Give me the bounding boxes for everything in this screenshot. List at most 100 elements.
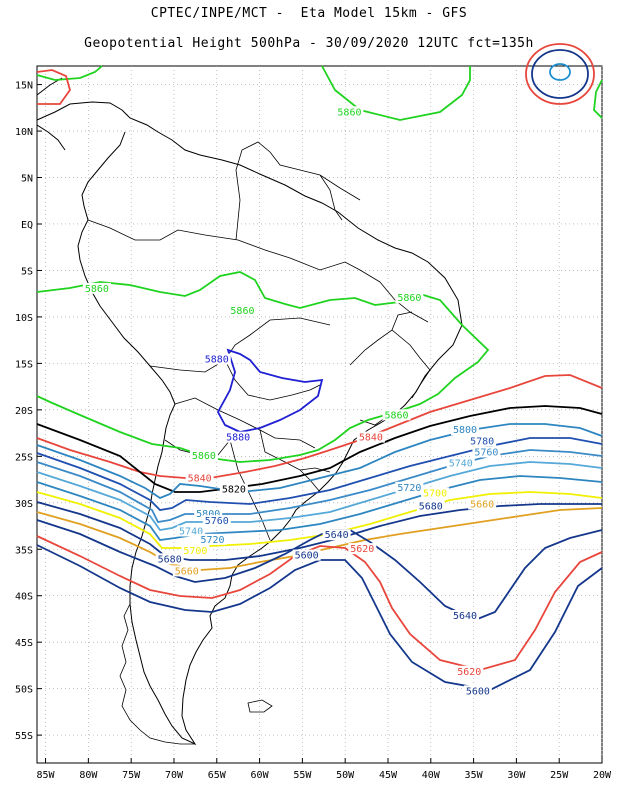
graticule xyxy=(37,66,603,763)
map-title-line1: CPTEC/INPE/MCT - Eta Model 15km - GFS xyxy=(150,6,468,21)
lat-label: 55S xyxy=(15,731,33,742)
lon-label: 60W xyxy=(251,770,270,781)
contour-label: 5620 xyxy=(350,544,374,555)
map-title-line2: Geopotential Height 500hPa - 30/09/2020 … xyxy=(84,36,534,51)
contour-label: 5640 xyxy=(325,530,349,541)
contour-5560-cyclone-outer xyxy=(531,49,589,99)
contour-label-bg xyxy=(322,529,351,541)
contour-label-bg xyxy=(194,507,223,519)
contour-label-bg xyxy=(155,553,184,565)
lat-label: 35S xyxy=(15,545,33,556)
lat-label: 10S xyxy=(15,313,33,324)
contour-label-bg xyxy=(421,487,450,499)
contour-label: 5600 xyxy=(466,686,490,697)
contour-label-bg xyxy=(356,431,385,443)
lat-label: 10N xyxy=(15,127,33,138)
map-frame xyxy=(36,65,603,764)
contour-label: 5860 xyxy=(230,306,254,317)
contour-label-bg xyxy=(348,543,377,555)
lon-label: 45W xyxy=(379,770,398,781)
contour-label-bg xyxy=(202,353,231,365)
contour-label: 5680 xyxy=(158,554,182,565)
contour-label: 5880 xyxy=(226,433,250,444)
contour-5780 xyxy=(36,437,603,511)
contour-label: 5760 xyxy=(474,447,498,458)
lon-label: 80W xyxy=(79,770,98,781)
lat-label: 5S xyxy=(21,266,33,277)
lon-label: 30W xyxy=(507,770,526,781)
contour-label-bg xyxy=(292,549,321,561)
contour-label: 5780 xyxy=(470,436,494,447)
contour-label-bg xyxy=(202,515,231,527)
lat-label: 15S xyxy=(15,359,33,370)
contour-label-bg xyxy=(185,472,214,484)
lat-label: 15N xyxy=(15,81,33,92)
contour-5740 xyxy=(36,461,603,531)
contour-label-bg xyxy=(82,282,111,294)
contour-label-bg xyxy=(224,431,253,443)
contour-label-bg xyxy=(181,544,210,556)
contour-label: 5720 xyxy=(200,535,224,546)
contour-label-bg xyxy=(451,424,480,436)
height-contours xyxy=(36,43,603,691)
contour-label-bg xyxy=(455,665,484,677)
contour-labels: 5860 5860 5860 5860 5860 5860 5880 5880 5840 5840… xyxy=(82,106,501,697)
contour-label: 5660 xyxy=(175,566,199,577)
contour-5860-north xyxy=(321,65,471,121)
contour-label-bg xyxy=(177,525,206,537)
lon-label: 85W xyxy=(37,770,56,781)
lon-label: 40W xyxy=(422,770,441,781)
axis-ticks xyxy=(37,84,603,763)
contour-5700 xyxy=(36,491,603,549)
contour-5880 xyxy=(216,348,324,433)
lon-label: 70W xyxy=(165,770,184,781)
contour-label-bg xyxy=(228,305,257,317)
lat-label: 40S xyxy=(15,592,33,603)
south-america-coastline xyxy=(36,101,463,746)
lon-label: 25W xyxy=(550,770,569,781)
contour-5860-northwest xyxy=(36,65,103,81)
contour-label: 5740 xyxy=(179,526,203,537)
contour-label-bg xyxy=(335,106,364,118)
lat-label: 30S xyxy=(15,499,33,510)
lat-label: 25S xyxy=(15,452,33,463)
contour-label: 5760 xyxy=(205,516,229,527)
lat-label: 50S xyxy=(15,685,33,696)
contour-label: 5620 xyxy=(457,667,481,678)
lat-label: EQ xyxy=(21,220,33,231)
contour-label-bg xyxy=(198,533,227,545)
axis-labels: 15N 10N 5N EQ 5S 10S 15S 20S 25S 30S 35S 40S 45S 50S 5… xyxy=(15,81,612,781)
contour-label: 5860 xyxy=(384,410,408,421)
contour-label-bg xyxy=(382,409,411,421)
contour-label: 5600 xyxy=(295,551,319,562)
contour-5680 xyxy=(36,501,602,561)
contour-label: 5700 xyxy=(183,546,207,557)
contour-label: 5860 xyxy=(337,107,361,118)
contour-5820 xyxy=(36,405,603,493)
contour-label-bg xyxy=(395,292,424,304)
contour-label-bg xyxy=(463,685,492,697)
contour-label: 5640 xyxy=(453,611,477,622)
contour-label: 5700 xyxy=(423,488,447,499)
contour-5620 xyxy=(36,535,603,671)
contour-5860-tropical xyxy=(36,271,490,463)
contour-label-bg xyxy=(172,565,201,577)
contour-label: 5840 xyxy=(359,433,383,444)
contour-label: 5660 xyxy=(470,500,494,511)
contour-label: 5800 xyxy=(196,509,220,520)
contour-label: 5860 xyxy=(85,284,109,295)
contour-label: 5800 xyxy=(453,425,477,436)
contour-label-bg xyxy=(468,498,497,510)
contour-5720 xyxy=(36,475,603,541)
contour-label: 5860 xyxy=(397,293,421,304)
contour-label-bg xyxy=(468,435,497,447)
contour-label: 5740 xyxy=(449,459,473,470)
contour-label-bg xyxy=(189,450,218,462)
contour-label: 5720 xyxy=(397,483,421,494)
contour-label-bg xyxy=(446,457,475,469)
lat-label: 5N xyxy=(21,174,33,185)
contour-5800 xyxy=(36,423,603,500)
lon-label: 65W xyxy=(208,770,227,781)
contour-label-bg xyxy=(416,500,445,512)
